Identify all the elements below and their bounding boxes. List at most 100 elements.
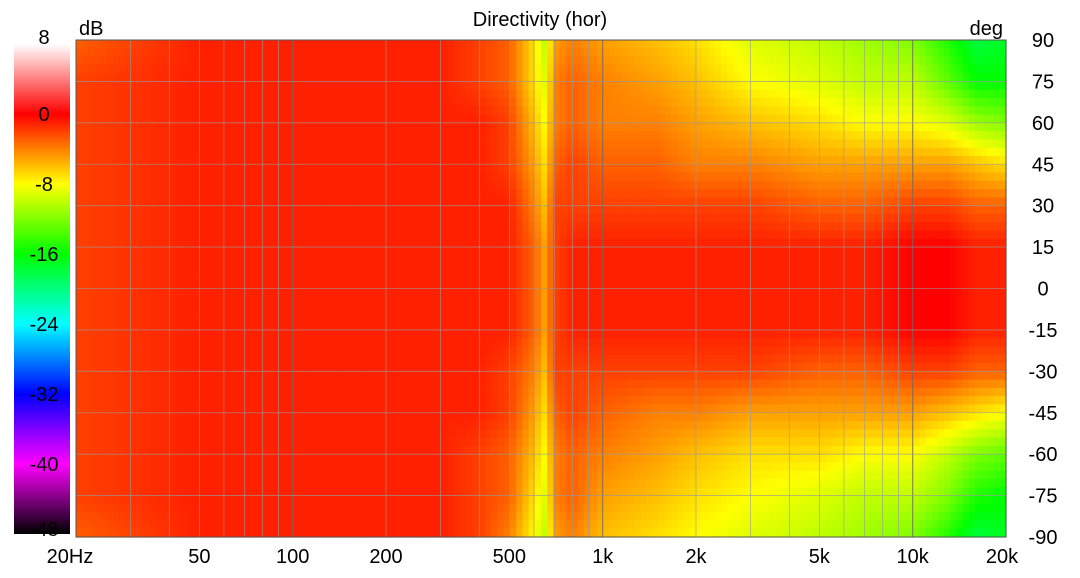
heatmap-cell [640, 189, 647, 198]
heatmap-cell [435, 213, 443, 223]
heatmap-cell [776, 296, 784, 306]
heatmap-cell [857, 114, 864, 124]
heatmap-cell [330, 97, 337, 107]
heatmap-cell [832, 139, 840, 149]
heatmap-cell [888, 280, 895, 290]
heatmap-cell [838, 213, 846, 223]
heatmap-cell [187, 64, 195, 74]
heatmap-cell [739, 197, 747, 207]
heatmap-cell [689, 288, 697, 298]
heatmap-cell [485, 247, 492, 256]
heatmap-cell [844, 230, 852, 240]
heatmap-cell [119, 114, 127, 124]
heatmap-cell [224, 213, 232, 223]
heatmap-cell [398, 213, 406, 223]
heatmap-cell [491, 56, 499, 66]
heatmap-cell [733, 172, 740, 182]
heatmap-cell [119, 205, 127, 215]
heatmap-cell [528, 40, 536, 49]
heatmap-cell [962, 81, 970, 91]
heatmap-cell [119, 197, 127, 207]
heatmap-cell [671, 205, 678, 215]
heatmap-cell [720, 213, 728, 223]
heatmap-cell [417, 155, 424, 165]
heatmap-cell [832, 247, 840, 256]
heatmap-cell [88, 313, 96, 323]
heatmap-cell [200, 131, 207, 140]
heatmap-cell [925, 48, 933, 58]
heatmap-cell [956, 122, 964, 132]
heatmap-cell [503, 189, 511, 198]
heatmap-cell [305, 164, 313, 174]
heatmap-cell [268, 89, 275, 99]
heatmap-cell [782, 263, 790, 273]
heatmap-cell [888, 114, 895, 124]
heatmap-cell [76, 296, 83, 306]
heatmap-cell [590, 296, 598, 306]
heatmap-cell [820, 238, 827, 248]
heatmap-cell [609, 288, 616, 298]
heatmap-cell [844, 114, 852, 124]
heatmap-cell [206, 139, 213, 149]
heatmap-cell [373, 40, 381, 49]
heatmap-cell [138, 89, 145, 99]
heatmap-cell [231, 238, 238, 248]
heatmap-cell [348, 164, 356, 174]
heatmap-cell [646, 147, 654, 157]
heatmap-cell [975, 213, 982, 223]
heatmap-cell [875, 238, 883, 248]
heatmap-cell [578, 305, 585, 314]
heatmap-cell [640, 222, 647, 232]
heatmap-cell [572, 255, 579, 265]
heatmap-cell [156, 131, 164, 140]
heatmap-cell [968, 164, 976, 174]
heatmap-cell [950, 205, 957, 215]
heatmap-cell [590, 131, 598, 140]
heatmap-cell [665, 263, 672, 273]
heatmap-cell [218, 263, 226, 273]
heatmap-cell [169, 197, 176, 207]
heatmap-cell [386, 222, 393, 232]
heatmap-cell [875, 197, 883, 207]
heatmap-cell [82, 172, 89, 182]
heatmap-cell [82, 64, 89, 74]
heatmap-cell [820, 147, 827, 157]
heatmap-cell [882, 271, 889, 281]
heatmap-cell [224, 271, 232, 281]
heatmap-cell [993, 97, 1001, 107]
heatmap-cell [677, 139, 685, 149]
heatmap-cell [311, 89, 319, 99]
heatmap-cell [714, 247, 722, 256]
heatmap-cell [857, 56, 864, 66]
heatmap-cell [851, 56, 858, 66]
heatmap-cell [627, 288, 635, 298]
heatmap-cell [894, 197, 902, 207]
heatmap-cell [689, 89, 697, 99]
heatmap-cell [795, 280, 802, 290]
heatmap-cell [423, 255, 430, 265]
heatmap-cell [156, 114, 164, 124]
heatmap-cell [255, 40, 263, 49]
heatmap-cell [485, 296, 492, 306]
heatmap-cell [107, 230, 114, 240]
heatmap-cell [255, 64, 263, 74]
heatmap-cell [789, 106, 796, 116]
heatmap-cell [534, 81, 542, 91]
heatmap-cell [206, 122, 213, 132]
heatmap-cell [398, 81, 406, 91]
heatmap-cell [727, 164, 734, 174]
heatmap-cell [838, 288, 846, 298]
heatmap-cell [466, 139, 474, 149]
heatmap-cell [739, 147, 747, 157]
heatmap-cell [485, 180, 492, 190]
heatmap-cell [454, 247, 461, 256]
heatmap-cell [795, 189, 802, 198]
heatmap-cell [807, 263, 815, 273]
heatmap-cell [429, 189, 437, 198]
heatmap-cell [138, 238, 145, 248]
heatmap-cell [665, 81, 672, 91]
heatmap-cell [249, 205, 257, 215]
heatmap-cell [274, 40, 282, 49]
heatmap-cell [770, 164, 778, 174]
heatmap-cell [131, 73, 139, 83]
